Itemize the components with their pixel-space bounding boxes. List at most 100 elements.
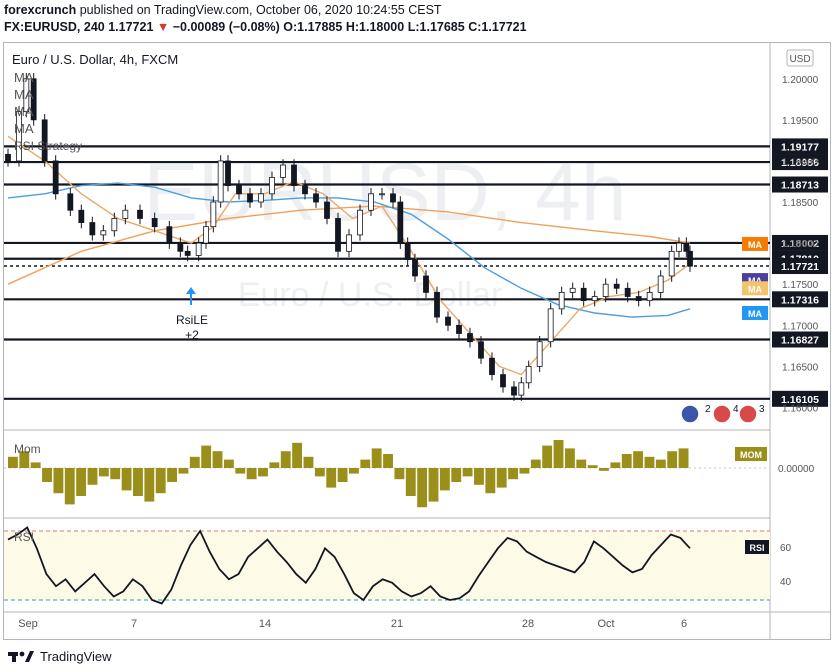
candle-body [657, 275, 664, 293]
currency-badge[interactable] [786, 49, 814, 67]
candle-body [676, 242, 682, 252]
candle-body [210, 201, 217, 228]
momentum-bar [42, 468, 52, 482]
price-tick-label: 1.18000 [782, 239, 819, 250]
price-level-label: 1.17316 [781, 294, 819, 306]
momentum-bar [553, 440, 564, 468]
candle-body [89, 222, 96, 236]
momentum-bar [576, 459, 587, 468]
rsi-entry-signal: RsiLE +2 [176, 287, 208, 342]
momentum-label[interactable]: Mom [14, 442, 41, 456]
candle-body [30, 78, 37, 121]
momentum-bar [223, 459, 234, 468]
ma-badge-label: MA [748, 309, 762, 319]
us-flag-icon[interactable] [712, 404, 732, 424]
momentum-bar [349, 468, 359, 474]
price-level-label: 1.17721 [781, 261, 819, 273]
candle-body [269, 176, 275, 195]
time-tick-label: 21 [391, 618, 403, 630]
ma-badge [742, 236, 768, 251]
price-level-label: 1.16827 [781, 334, 819, 346]
last-price: 1.17721 [108, 20, 154, 34]
momentum-bar [644, 456, 655, 468]
momentum-bar [269, 462, 280, 468]
price-level-badge [772, 258, 828, 275]
candle-body [177, 242, 184, 252]
candle-body [41, 119, 48, 162]
price-tick-label: 1.17000 [782, 321, 819, 332]
momentum-bar [587, 465, 598, 468]
momentum-bar [633, 451, 644, 468]
legend-ma-1[interactable]: MA [14, 70, 34, 85]
legend-ma-2[interactable]: MA [14, 87, 34, 102]
candle-body [78, 209, 85, 223]
price-level-badge [772, 154, 828, 171]
ohlc-line: FX:EURUSD, 240 1.17721 ▼ −0.00089 (−0.08… [4, 19, 831, 36]
candle-body [397, 201, 404, 244]
candle-body [525, 365, 532, 384]
us-flag-icon[interactable] [738, 404, 758, 424]
momentum-bar [110, 468, 121, 480]
candle-body [357, 209, 363, 236]
candle-body [646, 292, 653, 302]
candle-body [258, 193, 264, 203]
momentum-bar [428, 468, 439, 502]
price-tick-label: 1.16000 [782, 403, 819, 414]
momentum-bar [451, 468, 462, 482]
momentum-bar [371, 448, 382, 468]
event-count-eu: 2 [705, 404, 711, 415]
momentum-bar [189, 456, 200, 468]
momentum-bar [201, 445, 212, 468]
price-level-label: 1.16105 [781, 394, 819, 406]
high-value: 1.18000 [359, 20, 405, 34]
momentum-bar [76, 468, 87, 496]
candle-body [591, 296, 598, 302]
momentum-bar [462, 468, 473, 477]
momentum-bar [439, 468, 450, 491]
economic-events[interactable]: 2 4 3 [680, 404, 765, 424]
candle-body [16, 111, 22, 162]
price-level-label: 1.19177 [781, 141, 819, 153]
candle-body [478, 341, 484, 359]
rsi-band [4, 531, 770, 600]
legend-ma-4[interactable]: MA [14, 121, 34, 136]
price-level-badge [772, 291, 828, 308]
momentum-bar [667, 451, 678, 468]
candle-body [547, 308, 554, 343]
candle-body [511, 386, 517, 396]
candle-body [291, 164, 297, 186]
momentum-bar [167, 468, 177, 482]
candle-body [518, 382, 525, 396]
eu-flag-icon[interactable] [680, 404, 700, 424]
time-tick-label: 14 [259, 618, 271, 630]
momentum-bar [394, 468, 405, 480]
momentum-bar [530, 459, 541, 468]
footer-brand[interactable]: TradingView [40, 648, 112, 664]
price-tick-label: 1.17500 [782, 280, 819, 291]
candle-body [122, 209, 129, 219]
candle-body [236, 185, 242, 195]
price-level-label: 1.18002 [781, 238, 819, 250]
up-arrow-icon [186, 287, 196, 294]
candle-body [456, 324, 462, 334]
currency-label: USD [789, 54, 810, 65]
momentum-bar [496, 468, 507, 488]
candle-body [683, 242, 690, 252]
candle-body [687, 250, 693, 267]
candle-body [67, 193, 74, 211]
rsi-tick-60: 60 [780, 543, 792, 554]
momentum-bar [405, 468, 416, 496]
legend-ma-3[interactable]: MA [14, 104, 34, 119]
tradingview-logo-icon [8, 651, 34, 662]
event-count-us2: 3 [759, 404, 765, 415]
candle-body [558, 292, 565, 310]
momentum-badge [735, 447, 767, 461]
momentum-bar [508, 468, 518, 480]
momentum-bar [155, 468, 166, 494]
momentum-bar [337, 468, 348, 482]
ma-slow-line [7, 205, 691, 285]
legend-rsi-strategy[interactable]: RSI Strategy [14, 139, 82, 153]
author-name[interactable]: forexcrunch [4, 3, 77, 17]
rsi-label[interactable]: RSI [14, 530, 34, 544]
